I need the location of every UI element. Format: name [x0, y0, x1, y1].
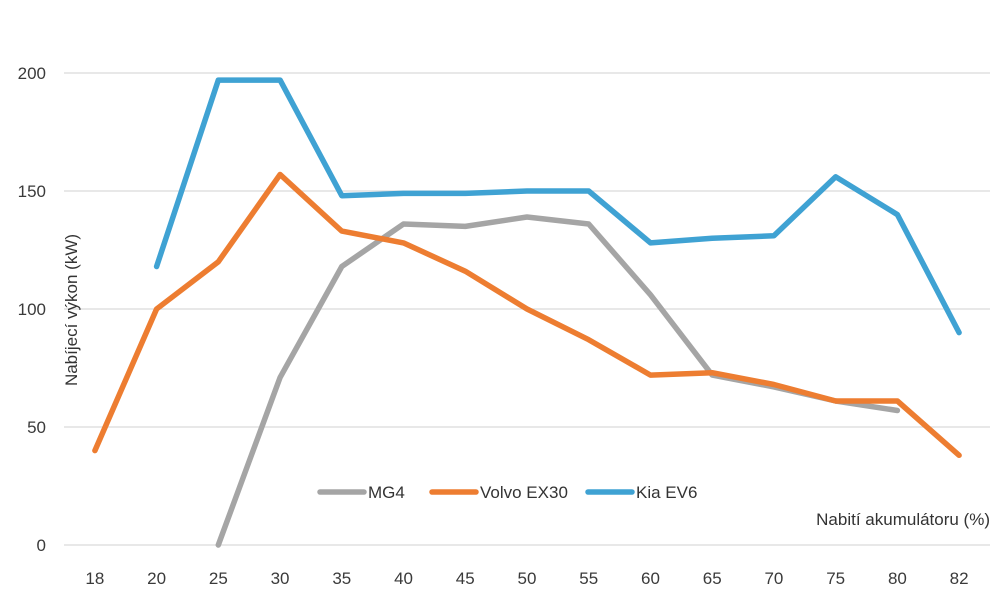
y-axis-title: Nabíjecí výkon (kW)	[62, 234, 81, 386]
tick-labels: 0 50 100 150 200 18 20 25 30 35 40 45 50 55 60 65 70 75 80…	[18, 64, 969, 588]
x-axis-title: Nabití akumulátoru (%)	[816, 510, 990, 529]
legend-label: Kia EV6	[636, 483, 697, 502]
y-tick-label: 50	[27, 418, 46, 437]
y-tick-label: 150	[18, 182, 46, 201]
x-tick-label: 70	[764, 569, 783, 588]
y-tick-label: 100	[18, 300, 46, 319]
legend: MG4 Volvo EX30 Kia EV6	[317, 483, 697, 502]
x-tick-label: 45	[456, 569, 475, 588]
x-tick-label: 40	[394, 569, 413, 588]
x-tick-label: 35	[332, 569, 351, 588]
x-tick-label: 65	[703, 569, 722, 588]
x-tick-label: 75	[826, 569, 845, 588]
series-lines	[92, 77, 962, 548]
series-line-kia-ev6	[153, 77, 962, 336]
legend-label: Volvo EX30	[480, 483, 568, 502]
x-tick-label: 55	[579, 569, 598, 588]
x-tick-label: 80	[888, 569, 907, 588]
series-line-volvo-ex30	[92, 171, 962, 459]
x-tick-label: 50	[518, 569, 537, 588]
x-tick-label: 30	[271, 569, 290, 588]
x-tick-label: 60	[641, 569, 660, 588]
x-tick-label: 82	[950, 569, 969, 588]
x-tick-label: 20	[147, 569, 166, 588]
y-tick-label: 0	[37, 536, 46, 555]
x-tick-label: 18	[85, 569, 104, 588]
legend-label: MG4	[368, 483, 405, 502]
y-tick-label: 200	[18, 64, 46, 83]
x-tick-label: 25	[209, 569, 228, 588]
